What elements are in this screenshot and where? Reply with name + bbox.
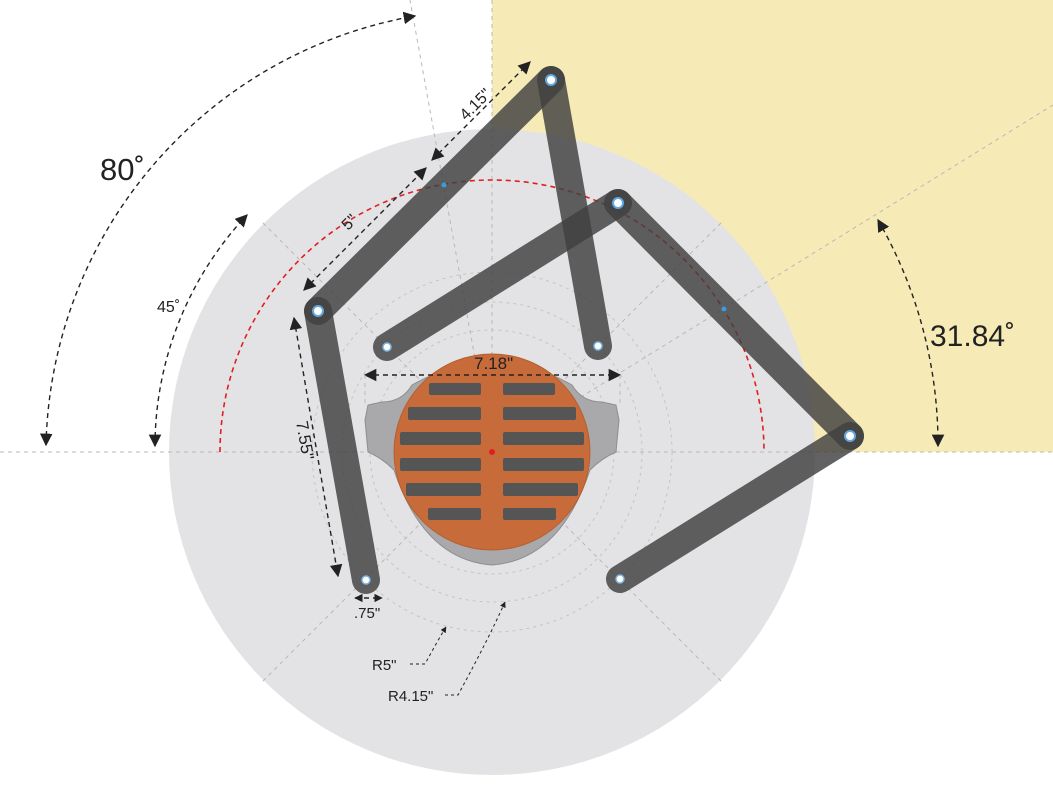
link-right-lower xyxy=(606,422,864,593)
pivot-pin-icon xyxy=(545,74,557,86)
link-top-down xyxy=(537,66,612,360)
link-inner xyxy=(373,189,632,361)
center-point xyxy=(489,449,495,455)
label-link-width: .75" xyxy=(354,605,380,622)
drain-grate-icon xyxy=(364,353,620,566)
angle-dimensions xyxy=(39,11,945,448)
leader-r5 xyxy=(410,626,447,665)
dim-5 xyxy=(303,167,427,291)
pivot-pin-icon xyxy=(615,574,625,584)
label-angle-31-84: 31.84˚ xyxy=(930,320,1015,353)
label-angle-45: 45˚ xyxy=(157,299,180,316)
pivot-pin-icon xyxy=(593,341,603,351)
link-right-diag xyxy=(604,189,864,450)
label-angle-80: 80˚ xyxy=(100,152,145,187)
label-radius-outer: R5" xyxy=(372,657,397,674)
arc-point xyxy=(441,182,447,188)
pivot-pin-icon xyxy=(361,575,371,585)
grate-slots xyxy=(400,383,584,520)
angle-31-arc xyxy=(877,218,945,448)
arc-point xyxy=(721,306,727,312)
angle-45-arc xyxy=(148,214,248,448)
length-dimensions xyxy=(289,61,622,603)
angle-80-arc xyxy=(39,11,417,447)
radius-leaders xyxy=(410,601,506,696)
pivot-pin-icon xyxy=(844,430,856,442)
pivot-pin-icon xyxy=(612,197,624,209)
pivot-pin-icon xyxy=(312,305,324,317)
pivot-pin-icon xyxy=(382,342,392,352)
dim-7-55 xyxy=(289,316,343,578)
label-link-top-length: 4.15" xyxy=(457,86,495,124)
label-grate-width: 7.18" xyxy=(474,354,513,373)
label-radius-inner: R4.15" xyxy=(388,688,433,705)
